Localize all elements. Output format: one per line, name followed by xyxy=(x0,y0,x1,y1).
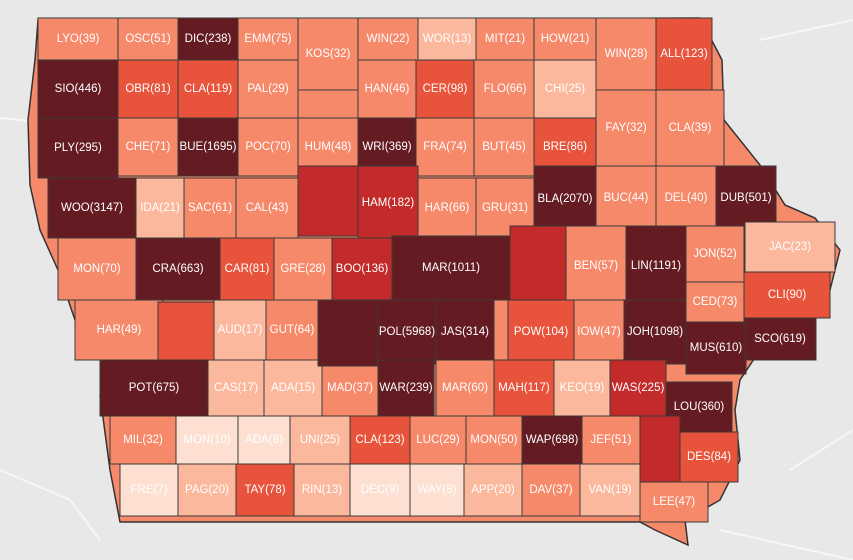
county-region[interactable] xyxy=(744,221,836,273)
county-region[interactable] xyxy=(743,271,831,319)
county-region[interactable] xyxy=(533,165,597,233)
county-region[interactable] xyxy=(475,17,535,61)
county-region[interactable] xyxy=(473,117,535,177)
county-region[interactable] xyxy=(357,165,419,241)
county-region[interactable] xyxy=(235,177,299,239)
county-region[interactable] xyxy=(465,415,523,465)
county-region[interactable] xyxy=(715,165,777,231)
county-region[interactable] xyxy=(74,299,164,361)
county-region[interactable] xyxy=(235,463,295,517)
county-region[interactable] xyxy=(507,299,575,365)
county-region[interactable] xyxy=(357,17,419,61)
county-region[interactable] xyxy=(417,17,477,61)
county-region[interactable] xyxy=(473,59,537,119)
county-region[interactable] xyxy=(331,237,393,301)
basemap-roads xyxy=(0,19,853,560)
county-region[interactable] xyxy=(349,463,411,517)
county-region[interactable] xyxy=(157,301,215,361)
county-region[interactable] xyxy=(655,89,725,167)
county-region[interactable] xyxy=(237,117,299,177)
counties-layer xyxy=(37,17,836,523)
county-region[interactable] xyxy=(119,463,179,517)
county-region[interactable] xyxy=(289,415,351,465)
county-region[interactable] xyxy=(237,59,299,119)
county-region[interactable] xyxy=(533,59,597,119)
county-region[interactable] xyxy=(317,299,379,367)
county-region[interactable] xyxy=(213,299,267,361)
county-region[interactable] xyxy=(37,59,119,119)
county-region[interactable] xyxy=(37,17,119,61)
county-region[interactable] xyxy=(175,415,239,465)
county-region[interactable] xyxy=(415,59,475,119)
county-region[interactable] xyxy=(57,237,137,301)
county-region[interactable] xyxy=(595,165,657,231)
county-region[interactable] xyxy=(509,225,567,301)
county-region[interactable] xyxy=(565,225,627,307)
county-region[interactable] xyxy=(415,117,475,177)
county-region[interactable] xyxy=(117,59,179,119)
county-region[interactable] xyxy=(533,17,597,61)
county-region[interactable] xyxy=(409,463,465,517)
county-region[interactable] xyxy=(117,117,179,177)
county-region[interactable] xyxy=(685,321,747,375)
county-region[interactable] xyxy=(47,177,137,239)
county-region[interactable] xyxy=(639,415,681,483)
county-region[interactable] xyxy=(493,359,555,417)
county-region[interactable] xyxy=(435,299,495,365)
county-region[interactable] xyxy=(679,431,739,483)
county-region[interactable] xyxy=(377,299,437,365)
county-region[interactable] xyxy=(297,17,359,91)
county-region[interactable] xyxy=(685,281,745,323)
county-region[interactable] xyxy=(265,299,319,361)
county-region[interactable] xyxy=(553,359,611,417)
county-region[interactable] xyxy=(177,17,239,61)
county-region[interactable] xyxy=(609,359,667,417)
county-region[interactable] xyxy=(219,237,275,301)
county-region[interactable] xyxy=(109,415,177,465)
county-region[interactable] xyxy=(177,117,239,177)
county-region[interactable] xyxy=(579,463,641,517)
county-region[interactable] xyxy=(639,481,709,523)
county-region[interactable] xyxy=(321,359,379,417)
county-region[interactable] xyxy=(37,117,119,179)
county-region[interactable] xyxy=(655,165,717,231)
county-region[interactable] xyxy=(743,317,817,361)
county-region[interactable] xyxy=(655,17,713,91)
county-region[interactable] xyxy=(237,17,299,61)
county-region[interactable] xyxy=(623,299,687,365)
county-region[interactable] xyxy=(435,359,495,417)
county-region[interactable] xyxy=(349,415,411,465)
county-region[interactable] xyxy=(625,225,687,307)
county-region[interactable] xyxy=(377,359,435,417)
county-region[interactable] xyxy=(391,235,511,301)
county-region[interactable] xyxy=(183,177,237,239)
county-region[interactable] xyxy=(573,299,625,365)
county-region[interactable] xyxy=(417,177,477,239)
county-region[interactable] xyxy=(521,463,581,517)
county-region[interactable] xyxy=(117,17,179,61)
county-region[interactable] xyxy=(237,415,291,465)
county-region[interactable] xyxy=(207,359,265,417)
county-region[interactable] xyxy=(135,177,185,239)
county-region[interactable] xyxy=(463,463,523,517)
county-region[interactable] xyxy=(293,463,351,517)
county-region[interactable] xyxy=(177,463,237,517)
county-region[interactable] xyxy=(297,165,359,237)
county-region[interactable] xyxy=(595,17,657,91)
county-region[interactable] xyxy=(685,225,745,283)
county-region[interactable] xyxy=(263,359,323,417)
county-region[interactable] xyxy=(99,359,209,417)
county-region[interactable] xyxy=(521,415,583,465)
county-region[interactable] xyxy=(273,237,333,301)
county-region[interactable] xyxy=(409,415,467,465)
county-region[interactable] xyxy=(135,237,221,301)
county-region[interactable] xyxy=(581,415,641,465)
county-region[interactable] xyxy=(177,59,239,119)
county-region[interactable] xyxy=(595,89,657,167)
county-region[interactable] xyxy=(357,59,417,119)
